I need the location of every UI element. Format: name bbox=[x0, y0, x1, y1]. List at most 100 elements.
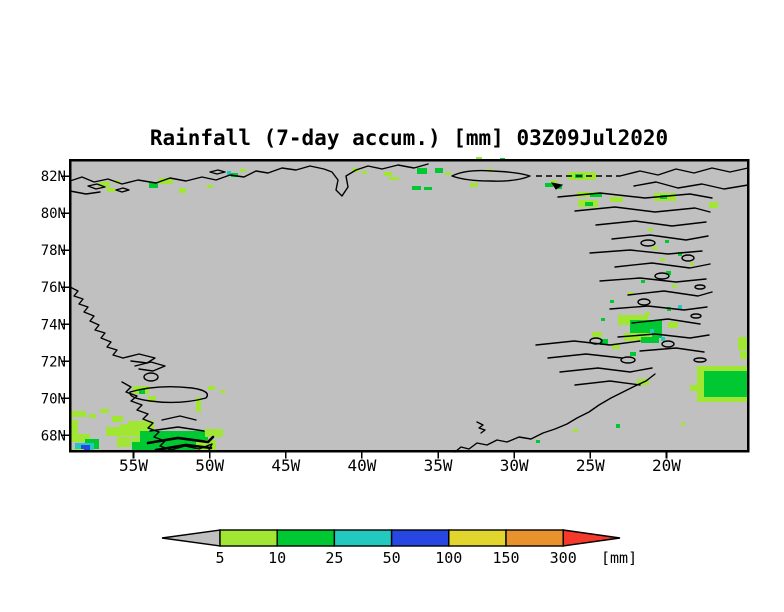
fjord-line bbox=[609, 305, 708, 311]
fjord-line bbox=[639, 347, 705, 353]
rain-cell bbox=[665, 240, 669, 243]
rain-cell bbox=[205, 429, 223, 437]
rain-cell bbox=[641, 280, 645, 283]
coastal-island bbox=[681, 254, 695, 262]
x-tick-label: 45W bbox=[271, 456, 300, 475]
fjord-line bbox=[574, 380, 641, 386]
coastline-north bbox=[69, 163, 429, 197]
rain-cell bbox=[624, 333, 652, 341]
rain-cell bbox=[100, 409, 109, 413]
rain-cell bbox=[660, 258, 665, 261]
rain-cell bbox=[738, 337, 748, 350]
rain-cell bbox=[592, 332, 602, 337]
fjord-line bbox=[595, 220, 707, 227]
rain-cell bbox=[558, 186, 562, 189]
rain-cell bbox=[590, 193, 602, 197]
colorbar-segment bbox=[390, 529, 450, 547]
axis-layer: 55W 50W 45W 40W 35W 30W 25W 20W 82N 80N 78N 76N 74N 7… bbox=[41, 169, 682, 475]
rain-cell bbox=[630, 352, 636, 356]
rain-cell bbox=[610, 197, 623, 202]
rain-cell bbox=[89, 414, 96, 418]
rain-cell bbox=[70, 434, 90, 442]
fjord-line bbox=[547, 353, 623, 359]
rain-cell bbox=[476, 157, 482, 160]
rain-cell bbox=[678, 252, 682, 256]
rain-cell bbox=[179, 188, 186, 193]
colorbar-layer: 5 10 25 50 100 150 300 [mm] bbox=[161, 529, 637, 567]
coastline-island bbox=[115, 187, 130, 193]
rain-cell bbox=[106, 427, 123, 436]
coastal-island bbox=[637, 298, 651, 306]
y-tick-label: 70N bbox=[41, 391, 66, 407]
colorbar-segment bbox=[448, 529, 507, 547]
rain-cell bbox=[573, 429, 578, 432]
rain-cell bbox=[107, 188, 115, 192]
y-tick-label: 78N bbox=[41, 243, 66, 259]
x-tick-label: 40W bbox=[347, 456, 376, 475]
disko-bay-loop bbox=[129, 385, 209, 404]
rain-cell bbox=[362, 171, 367, 174]
rain-cell bbox=[148, 396, 156, 402]
x-tick-label: 25W bbox=[576, 456, 605, 475]
coastal-island bbox=[693, 357, 707, 363]
coastal-island bbox=[694, 284, 706, 290]
rain-cell bbox=[149, 182, 158, 188]
fjord-line bbox=[599, 277, 707, 283]
coastline-island-loop bbox=[451, 169, 531, 182]
fjord-line bbox=[611, 234, 709, 241]
rain-cell bbox=[641, 337, 659, 343]
rain-cell bbox=[648, 228, 653, 231]
coastal-island bbox=[640, 239, 656, 247]
fjord-line bbox=[617, 333, 710, 339]
coastline-northeast bbox=[619, 167, 749, 177]
rain-cell bbox=[666, 271, 671, 275]
fjord-line bbox=[535, 340, 641, 346]
rain-cell bbox=[740, 351, 748, 359]
y-tick-label: 74N bbox=[41, 317, 66, 333]
colorbar-label: 150 bbox=[492, 549, 519, 567]
rain-cell bbox=[81, 445, 90, 451]
rain-cell bbox=[652, 247, 658, 250]
rain-cell bbox=[600, 339, 608, 345]
rain-cell bbox=[690, 262, 694, 265]
coastline-layer bbox=[69, 163, 749, 453]
rain-cell bbox=[536, 440, 540, 443]
rain-cell bbox=[645, 312, 650, 315]
rain-cell bbox=[704, 371, 747, 397]
fjord-line bbox=[631, 318, 701, 325]
x-tick-label: 55W bbox=[119, 456, 148, 475]
colorbar-label: 300 bbox=[550, 549, 577, 567]
rain-cell bbox=[445, 172, 451, 175]
rain-cell bbox=[128, 421, 154, 429]
rain-cell bbox=[545, 183, 553, 187]
rain-cell bbox=[616, 424, 620, 428]
y-tick-label: 76N bbox=[41, 280, 66, 296]
disko-island bbox=[143, 372, 159, 382]
peninsula-line bbox=[134, 361, 166, 372]
coastline-segment bbox=[69, 190, 101, 195]
rain-cell bbox=[551, 180, 557, 183]
rain-cell bbox=[240, 169, 246, 172]
rain-cell bbox=[672, 285, 677, 288]
coastline-island bbox=[209, 169, 226, 175]
rain-cell bbox=[117, 437, 130, 447]
coastline-southwest bbox=[121, 381, 172, 451]
colorbar-label: 50 bbox=[383, 549, 401, 567]
coastal-island bbox=[620, 356, 636, 364]
coastline-west bbox=[69, 286, 124, 359]
fjord-line bbox=[614, 262, 711, 269]
colorbar-label: 100 bbox=[435, 549, 462, 567]
rain-cell bbox=[139, 389, 145, 394]
colorbar-segment bbox=[219, 529, 278, 547]
rain-cell bbox=[650, 329, 654, 333]
rain-cell bbox=[585, 202, 593, 206]
rain-cell bbox=[384, 172, 392, 176]
colorbar-label: 10 bbox=[268, 549, 286, 567]
coastline-island bbox=[87, 183, 106, 190]
x-tick-label: 30W bbox=[500, 456, 529, 475]
coastline-southeast bbox=[454, 373, 656, 453]
x-tick-label: 35W bbox=[424, 456, 453, 475]
rain-cell bbox=[681, 422, 685, 425]
